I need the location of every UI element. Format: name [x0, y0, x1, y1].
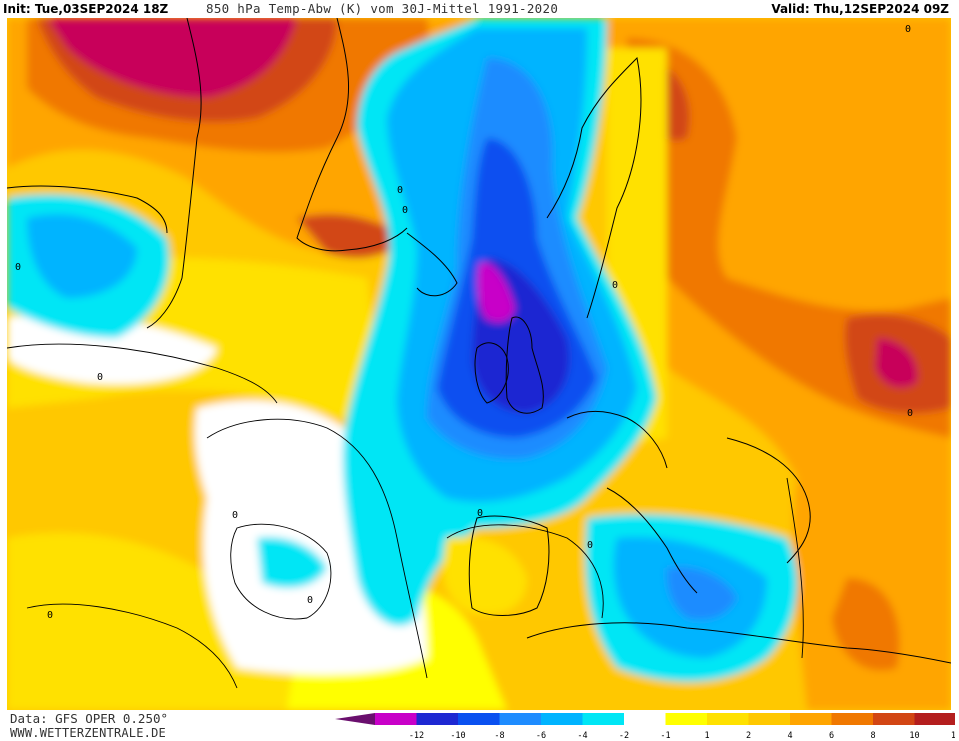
- coast-italy: [606, 487, 698, 594]
- colorbar-cell: [707, 713, 749, 725]
- coast-north-africa: [526, 622, 951, 664]
- contour-line: [230, 523, 332, 620]
- colorbar-tick-label: 2: [746, 731, 751, 741]
- colorbar: -12-10-8-6-4-2-1124681012: [335, 713, 955, 741]
- contour-line: [446, 524, 604, 619]
- colorbar-tick-label: -10: [450, 731, 465, 741]
- map-title: 850 hPa Temp-Abw (K) vom 30J-Mittel 1991…: [206, 1, 559, 16]
- contour-label: 0: [47, 610, 53, 621]
- field-greenland-magenta: [47, 18, 297, 98]
- colorbar-tick-label: 10: [909, 731, 919, 741]
- temperature-anomaly-field: [7, 18, 951, 710]
- coast-greenland-west: [146, 18, 202, 329]
- contour-label: 0: [97, 372, 103, 383]
- contour-label: 0: [907, 408, 913, 419]
- contour-label: 0: [15, 262, 21, 273]
- colorbar-cell: [624, 713, 666, 725]
- coastlines: [7, 18, 951, 664]
- colorbar-cell: [873, 713, 915, 725]
- zero-contours: [7, 343, 804, 689]
- field-labrador-blue: [27, 214, 137, 298]
- contour-labels: 0 0 0 0 0 0 0 0 0 0 0 0: [15, 24, 913, 621]
- colorbar-cell: [541, 713, 583, 725]
- map-header: Init: Tue,03SEP2024 18Z 850 hPa Temp-Abw…: [0, 0, 959, 18]
- colorbar-cell: [914, 713, 955, 725]
- contour-line: [26, 603, 238, 689]
- contour-label: 0: [232, 510, 238, 521]
- valid-label: Valid:: [771, 2, 810, 16]
- colorbar-tick-label: -4: [577, 731, 587, 741]
- init-label: Init:: [3, 2, 31, 16]
- coast-greenland-east: [296, 18, 408, 252]
- contour-label: 0: [397, 185, 403, 196]
- contour-line: [786, 477, 804, 659]
- contour-line: [206, 418, 428, 679]
- anomaly-map: 0 0 0 0 0 0 0 0 0 0 0 0: [7, 18, 951, 710]
- coast-iberia: [468, 515, 550, 616]
- colorbar-cell: [665, 713, 708, 725]
- colorbar-tick-label: -12: [409, 731, 424, 741]
- colorbar-cell: [375, 713, 417, 725]
- colorbar-cell: [499, 713, 542, 725]
- field-africa-darkorange: [832, 578, 900, 671]
- colorbar-tick-label: -1: [660, 731, 670, 741]
- colorbar-cell: [582, 713, 625, 725]
- contour-label: 0: [587, 540, 593, 551]
- colorbar-tick-label: 1: [704, 731, 709, 741]
- coast-balkans: [726, 437, 811, 564]
- colorbar-tick-label: -8: [494, 731, 504, 741]
- website-url: WWW.WETTERZENTRALE.DE: [10, 726, 166, 740]
- field-med-blue: [666, 567, 737, 620]
- contour-label: 0: [612, 280, 618, 291]
- field-iberia-yellow: [443, 537, 527, 615]
- colorbar-cell: [790, 713, 832, 725]
- colorbar-cell: [458, 713, 500, 725]
- colorbar-tick-label: 12: [951, 731, 955, 741]
- init-value: Tue,03SEP2024 18Z: [34, 2, 169, 16]
- colorbar-tick-label: -6: [536, 731, 546, 741]
- contour-label: 0: [402, 205, 408, 216]
- colorbar-cell: [416, 713, 459, 725]
- coast-ireland: [474, 342, 509, 404]
- contour-line: [7, 343, 278, 404]
- colorbar-cells: [335, 713, 955, 725]
- map-footer: Data: GFS OPER 0.250° WWW.WETTERZENTRALE…: [0, 710, 959, 741]
- colorbar-cell: [831, 713, 874, 725]
- contour-label: 0: [905, 24, 911, 35]
- colorbar-cell: [748, 713, 791, 725]
- init-time: Init: Tue,03SEP2024 18Z: [3, 0, 168, 18]
- coast-baffin: [7, 185, 168, 234]
- colorbar-tick-label: 8: [870, 731, 875, 741]
- colorbar-arrow-low: [335, 713, 375, 725]
- colorbar-tick-label: 6: [829, 731, 834, 741]
- coast-scandinavia: [546, 56, 642, 319]
- field-trough-magenta: [477, 262, 515, 323]
- field-ukraine-magenta: [875, 338, 918, 388]
- valid-value: Thu,12SEP2024 09Z: [813, 2, 949, 16]
- field-atlantic-cyan-patch: [257, 537, 327, 588]
- data-source: Data: GFS OPER 0.250°: [10, 711, 169, 726]
- colorbar-tick-label: 4: [787, 731, 792, 741]
- valid-time: Valid: Thu,12SEP2024 09Z: [771, 0, 949, 18]
- colorbar-tick-label: -2: [619, 731, 629, 741]
- contour-label: 0: [307, 595, 313, 606]
- coast-europe-north: [566, 410, 668, 469]
- map-canvas: 0 0 0 0 0 0 0 0 0 0 0 0: [7, 18, 951, 710]
- colorbar-ticks: -12-10-8-6-4-2-1124681012: [409, 731, 955, 741]
- field-sw-yellow: [7, 532, 307, 710]
- field-iceland-red: [297, 214, 407, 258]
- field-labrador-white: [7, 314, 217, 385]
- coast-iceland: [406, 232, 458, 297]
- contour-label: 0: [477, 508, 483, 519]
- coast-britain: [505, 316, 544, 414]
